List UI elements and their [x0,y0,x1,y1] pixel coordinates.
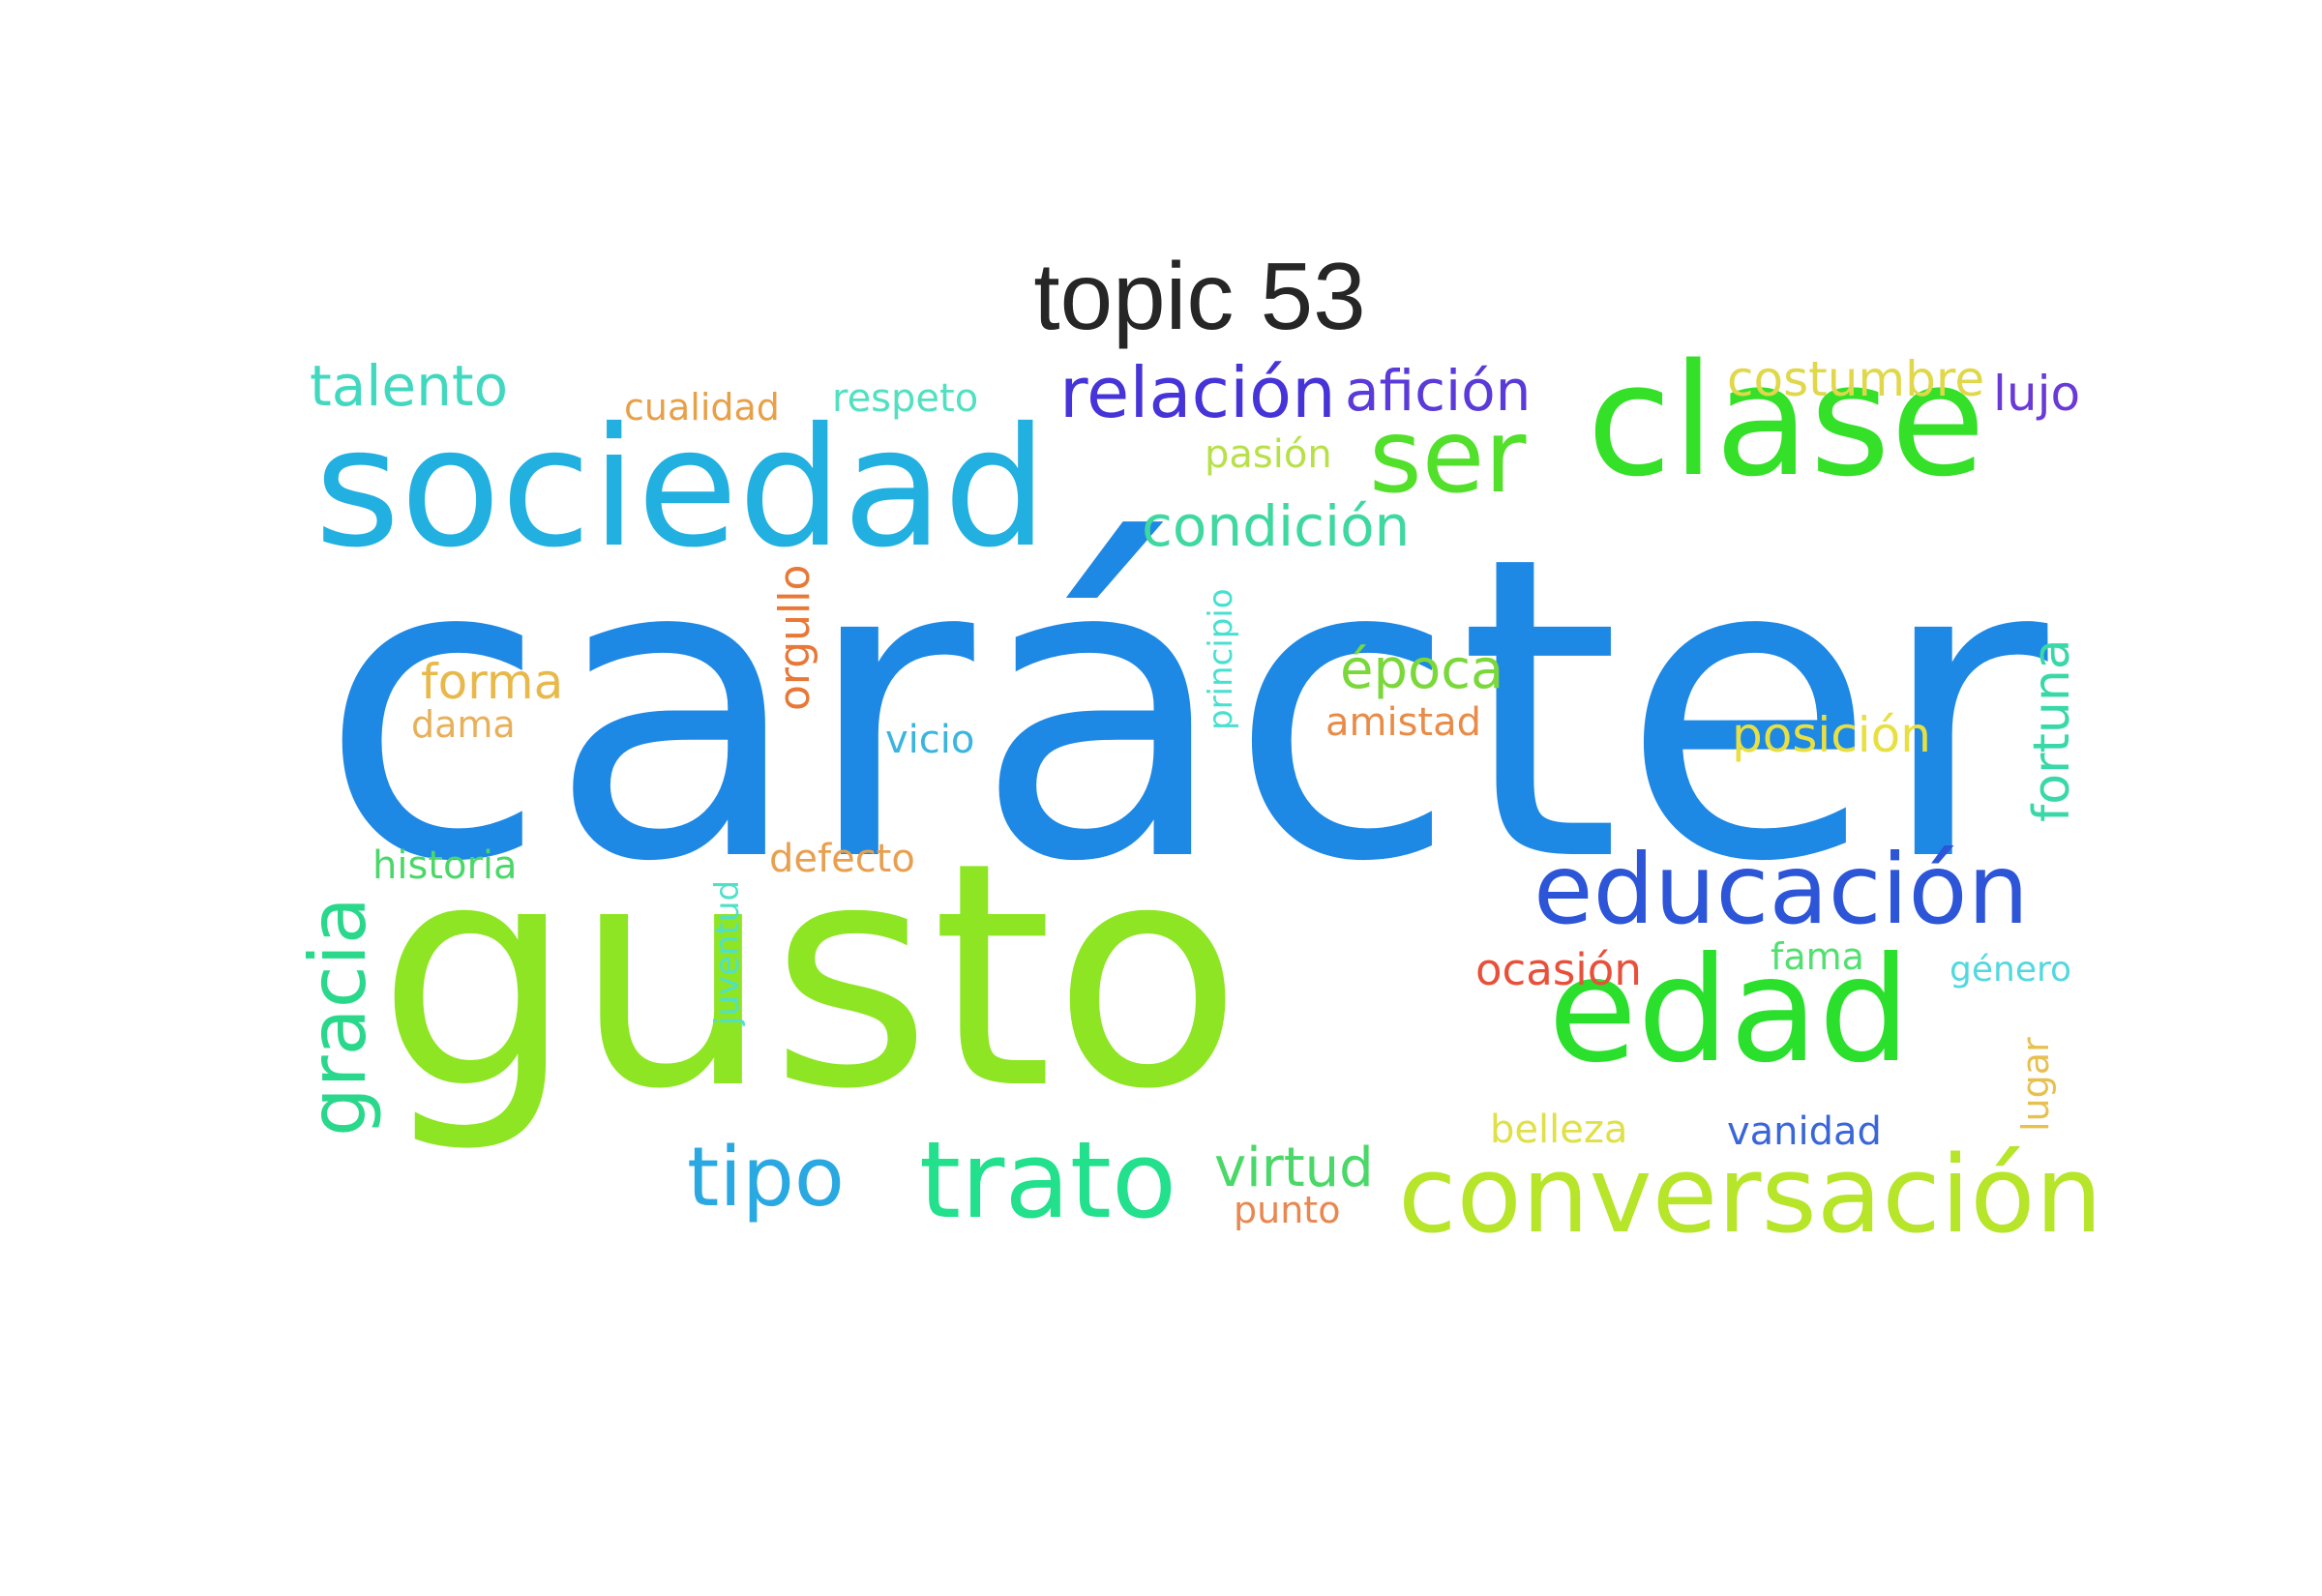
word-cloud-term: conversación [1398,1133,2103,1256]
word-cloud-term: relación [1059,352,1336,433]
word-cloud-term: vicio [885,718,975,762]
word-cloud-term: educación [1533,833,2029,946]
word-cloud-term: respeto [832,376,979,421]
word-cloud-term: posición [1732,707,1931,763]
word-cloud-term: costumbre [1727,351,1985,407]
word-cloud-term: lujo [1993,366,2081,422]
word-cloud-term: juventud [708,879,747,1025]
word-cloud-term: fortuna [2023,638,2081,822]
word-cloud-term: condición [1142,493,1411,559]
word-cloud-term: cualidad [624,386,780,429]
word-cloud-term: edad [1548,927,1911,1095]
word-cloud-term: belleza [1490,1108,1628,1152]
word-cloud-term: vanidad [1727,1109,1882,1154]
word-cloud-term: sociedad [314,393,1048,584]
word-cloud-term: afición [1345,358,1532,424]
word-cloud-term: carácter [319,469,2048,953]
word-cloud-term: ser [1369,398,1527,516]
word-cloud-term: historia [372,843,518,888]
word-cloud-term: lugar [2014,1037,2057,1132]
word-cloud-term: principio [1202,588,1240,730]
word-cloud-term: tipo [687,1130,845,1226]
word-cloud-term: dama [411,703,516,746]
word-cloud-term: virtud [1214,1137,1374,1199]
word-cloud-term: pasión [1205,432,1332,477]
word-cloud-term: orgullo [770,564,819,711]
word-cloud-term: gracia [293,897,383,1137]
word-cloud-term: forma [421,654,564,710]
word-cloud-term: fama [1771,935,1864,978]
word-cloud-term: punto [1234,1189,1341,1231]
word-cloud-term: defecto [769,837,915,881]
word-cloud-term: trato [919,1118,1177,1242]
word-cloud-term: género [1950,950,2071,990]
word-cloud-term: clase [1587,330,1986,511]
word-cloud-term: talento [310,353,509,419]
word-cloud-term: ocasión [1475,944,1642,995]
word-cloud-term: gusto [377,797,1242,1157]
figure-title: topic 53 [1033,243,1366,349]
word-cloud-term: amistad [1325,700,1482,745]
word-cloud-term: época [1340,638,1504,701]
